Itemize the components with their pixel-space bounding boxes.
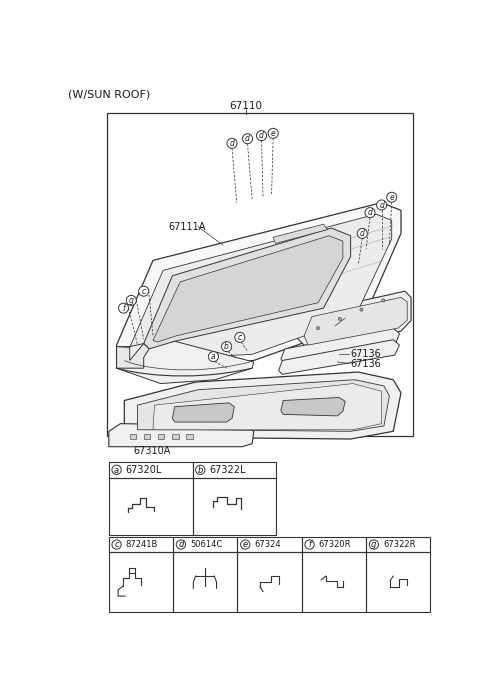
Bar	[109, 462, 192, 477]
Bar	[109, 552, 173, 612]
Text: g: g	[371, 540, 377, 549]
Circle shape	[268, 128, 278, 138]
Circle shape	[316, 327, 320, 330]
Polygon shape	[117, 203, 401, 369]
Circle shape	[139, 286, 149, 296]
Text: b: b	[224, 342, 229, 351]
Polygon shape	[117, 344, 149, 369]
Circle shape	[227, 138, 237, 149]
Bar	[109, 537, 173, 552]
Text: 67322R: 67322R	[383, 540, 416, 549]
Text: d: d	[229, 139, 235, 148]
Circle shape	[256, 130, 266, 141]
Circle shape	[112, 465, 121, 475]
Polygon shape	[153, 384, 382, 430]
Text: 67111A: 67111A	[168, 221, 206, 232]
Bar	[302, 552, 366, 612]
Polygon shape	[109, 423, 254, 447]
Bar	[192, 462, 276, 477]
Circle shape	[126, 296, 136, 305]
Polygon shape	[296, 291, 411, 349]
Text: 67115: 67115	[260, 416, 291, 425]
Polygon shape	[130, 214, 392, 360]
Bar	[173, 552, 238, 612]
Circle shape	[222, 341, 232, 352]
Polygon shape	[117, 341, 254, 384]
Text: d: d	[178, 540, 183, 549]
Polygon shape	[278, 339, 399, 374]
Bar	[173, 537, 238, 552]
Circle shape	[338, 317, 341, 321]
Polygon shape	[153, 236, 343, 342]
Text: a: a	[211, 353, 216, 362]
Text: 67320R: 67320R	[319, 540, 351, 549]
Polygon shape	[281, 398, 345, 416]
Bar	[157, 434, 164, 439]
Circle shape	[357, 228, 367, 239]
Circle shape	[365, 208, 375, 218]
Circle shape	[377, 200, 387, 210]
Text: d: d	[245, 135, 250, 144]
Text: a: a	[114, 466, 119, 475]
Text: 67320L: 67320L	[126, 465, 162, 475]
Text: g: g	[129, 296, 134, 305]
Circle shape	[240, 540, 250, 549]
Bar	[130, 434, 136, 439]
Bar	[172, 434, 179, 439]
Circle shape	[208, 352, 218, 362]
Text: c: c	[238, 333, 242, 342]
Text: 67136: 67136	[350, 359, 382, 369]
Circle shape	[382, 299, 385, 302]
Bar	[192, 477, 276, 535]
Bar	[107, 112, 413, 436]
Bar	[238, 552, 302, 612]
Polygon shape	[273, 224, 327, 244]
Bar	[302, 537, 366, 552]
Text: f: f	[122, 304, 125, 313]
Text: c: c	[142, 287, 146, 296]
Text: (W/SUN ROOF): (W/SUN ROOF)	[68, 89, 150, 99]
Text: d: d	[379, 201, 384, 210]
Bar	[109, 477, 192, 535]
Text: d: d	[360, 229, 365, 238]
Text: f: f	[308, 540, 311, 549]
Polygon shape	[137, 380, 389, 431]
Text: e: e	[271, 129, 276, 138]
Circle shape	[387, 192, 397, 202]
Text: b: b	[198, 466, 203, 475]
Polygon shape	[144, 228, 350, 349]
Text: e: e	[243, 540, 248, 549]
Circle shape	[112, 540, 121, 549]
Circle shape	[235, 332, 245, 342]
Text: d: d	[368, 208, 372, 217]
Text: 67324: 67324	[254, 540, 281, 549]
Circle shape	[119, 303, 129, 313]
Text: 67141B: 67141B	[347, 311, 384, 321]
Bar	[144, 434, 150, 439]
Bar	[366, 537, 431, 552]
Text: 50614C: 50614C	[190, 540, 222, 549]
Polygon shape	[172, 403, 234, 422]
Polygon shape	[281, 328, 399, 364]
Text: c: c	[114, 540, 119, 549]
Circle shape	[176, 540, 186, 549]
Polygon shape	[304, 297, 407, 345]
Circle shape	[305, 540, 314, 549]
Text: e: e	[389, 193, 394, 202]
Text: d: d	[259, 131, 264, 140]
Bar	[186, 434, 192, 439]
Text: 67110: 67110	[229, 101, 263, 111]
Bar	[238, 537, 302, 552]
Circle shape	[242, 134, 252, 144]
Circle shape	[196, 465, 205, 475]
Text: 67310A: 67310A	[133, 446, 171, 457]
Circle shape	[369, 540, 379, 549]
Text: 87241B: 87241B	[126, 540, 158, 549]
Polygon shape	[124, 372, 401, 439]
Text: 67136: 67136	[350, 349, 382, 359]
Bar	[366, 552, 431, 612]
Circle shape	[360, 308, 363, 311]
Text: 67322L: 67322L	[210, 465, 246, 475]
